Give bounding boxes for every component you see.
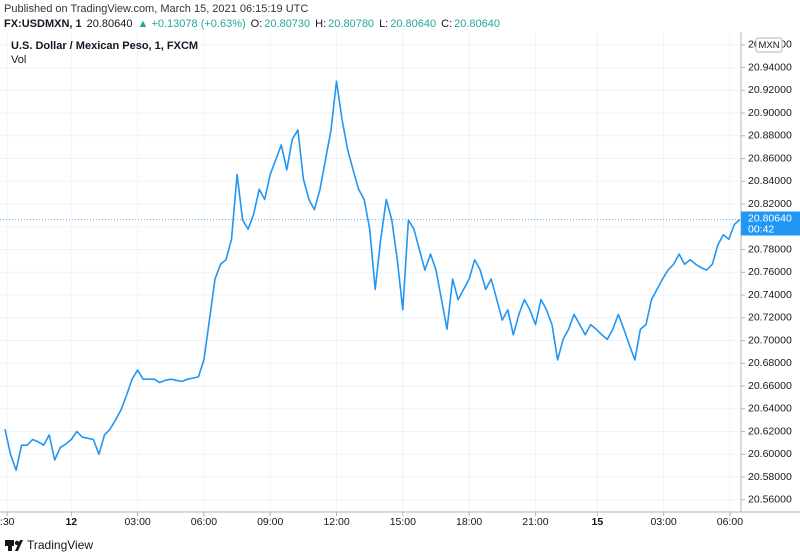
x-tick-label: 12: [65, 516, 77, 528]
x-tick-label: 03:00: [124, 516, 150, 528]
published-note: Published on TradingView.com, March 15, …: [4, 3, 309, 15]
indicator-label: Vol: [11, 54, 26, 66]
y-tick-label: 20.78000: [748, 243, 792, 255]
y-tick-label: 20.64000: [748, 403, 792, 415]
y-tick-label: 20.68000: [748, 357, 792, 369]
y-tick-label: 20.74000: [748, 289, 792, 301]
currency-label: MXN: [758, 40, 779, 51]
logo-part: [5, 540, 14, 546]
symbol: FX:USDMXN, 1: [4, 18, 82, 30]
ticker-line: FX:USDMXN, 1 20.80640 ▲ +0.13078 (+0.63%…: [4, 18, 503, 30]
axes: 20.56000 20.58000 20.60000 20.62000 20.64000…: [0, 37, 800, 528]
x-tick-label: 12:00: [323, 516, 349, 528]
y-tick-label: 20.70000: [748, 334, 792, 346]
x-tick-label: 15: [591, 516, 603, 528]
grid: [0, 32, 741, 512]
y-tick-label: 20.94000: [748, 61, 792, 73]
y-tick-label: 20.66000: [748, 380, 792, 392]
chart-title: U.S. Dollar / Mexican Peso, 1, FXCM: [11, 40, 198, 52]
y-tick-label: 20.58000: [748, 471, 792, 483]
last-price-label: 20.80640: [748, 212, 792, 224]
ohlc-label: L:: [379, 18, 389, 30]
price-change: ▲ +0.13078 (+0.63%): [137, 18, 246, 30]
logo-part: [15, 540, 23, 551]
y-tick-label: 20.92000: [748, 84, 792, 96]
y-tick-label: 20.88000: [748, 130, 792, 142]
ohlc-label: O:: [250, 18, 263, 30]
last-price-box: [741, 211, 800, 236]
logo-part: [14, 540, 20, 546]
footer-brand: TradingView: [27, 538, 93, 552]
ohlc-value: 20.80640: [390, 18, 437, 30]
ohlc-value: 20.80640: [454, 18, 501, 30]
y-tick-label: 20.62000: [748, 425, 792, 437]
ohlc: O: 20.80730 H: 20.80780 L: 20.80640 C: 20.80640: [251, 18, 503, 30]
y-tick-label: 20.76000: [748, 266, 792, 278]
last-price: 20.80640: [86, 18, 133, 30]
y-tick-label: 20.60000: [748, 448, 792, 460]
x-tick-label: :30: [0, 516, 15, 528]
ohlc-label: H:: [315, 18, 327, 30]
x-tick-label: 06:00: [191, 516, 217, 528]
countdown-label: 00:42: [748, 223, 774, 235]
ohlc-value: 20.80730: [264, 18, 311, 30]
ohlc-label: C:: [441, 18, 453, 30]
y-tick-label: 20.56000: [748, 494, 792, 506]
ohlc-value: 20.80780: [328, 18, 375, 30]
x-tick-label: 06:00: [717, 516, 743, 528]
tradingview-logo: [5, 540, 23, 551]
plot: [0, 80, 741, 471]
x-tick-label: 03:00: [651, 516, 677, 528]
price-line: [4, 80, 741, 471]
y-tick-label: 20.90000: [748, 107, 792, 119]
currency-badge: [755, 37, 783, 53]
logo-part: [8, 544, 12, 551]
y-tick-label: 20.72000: [748, 312, 792, 324]
x-tick-label: 21:00: [522, 516, 548, 528]
y-tick-label: 20.82000: [748, 198, 792, 210]
x-tick-label: 09:00: [257, 516, 283, 528]
y-tick-label: 20.86000: [748, 152, 792, 164]
x-tick-label: 15:00: [390, 516, 416, 528]
x-tick-label: 18:00: [456, 516, 482, 528]
y-tick-label: 20.84000: [748, 175, 792, 187]
